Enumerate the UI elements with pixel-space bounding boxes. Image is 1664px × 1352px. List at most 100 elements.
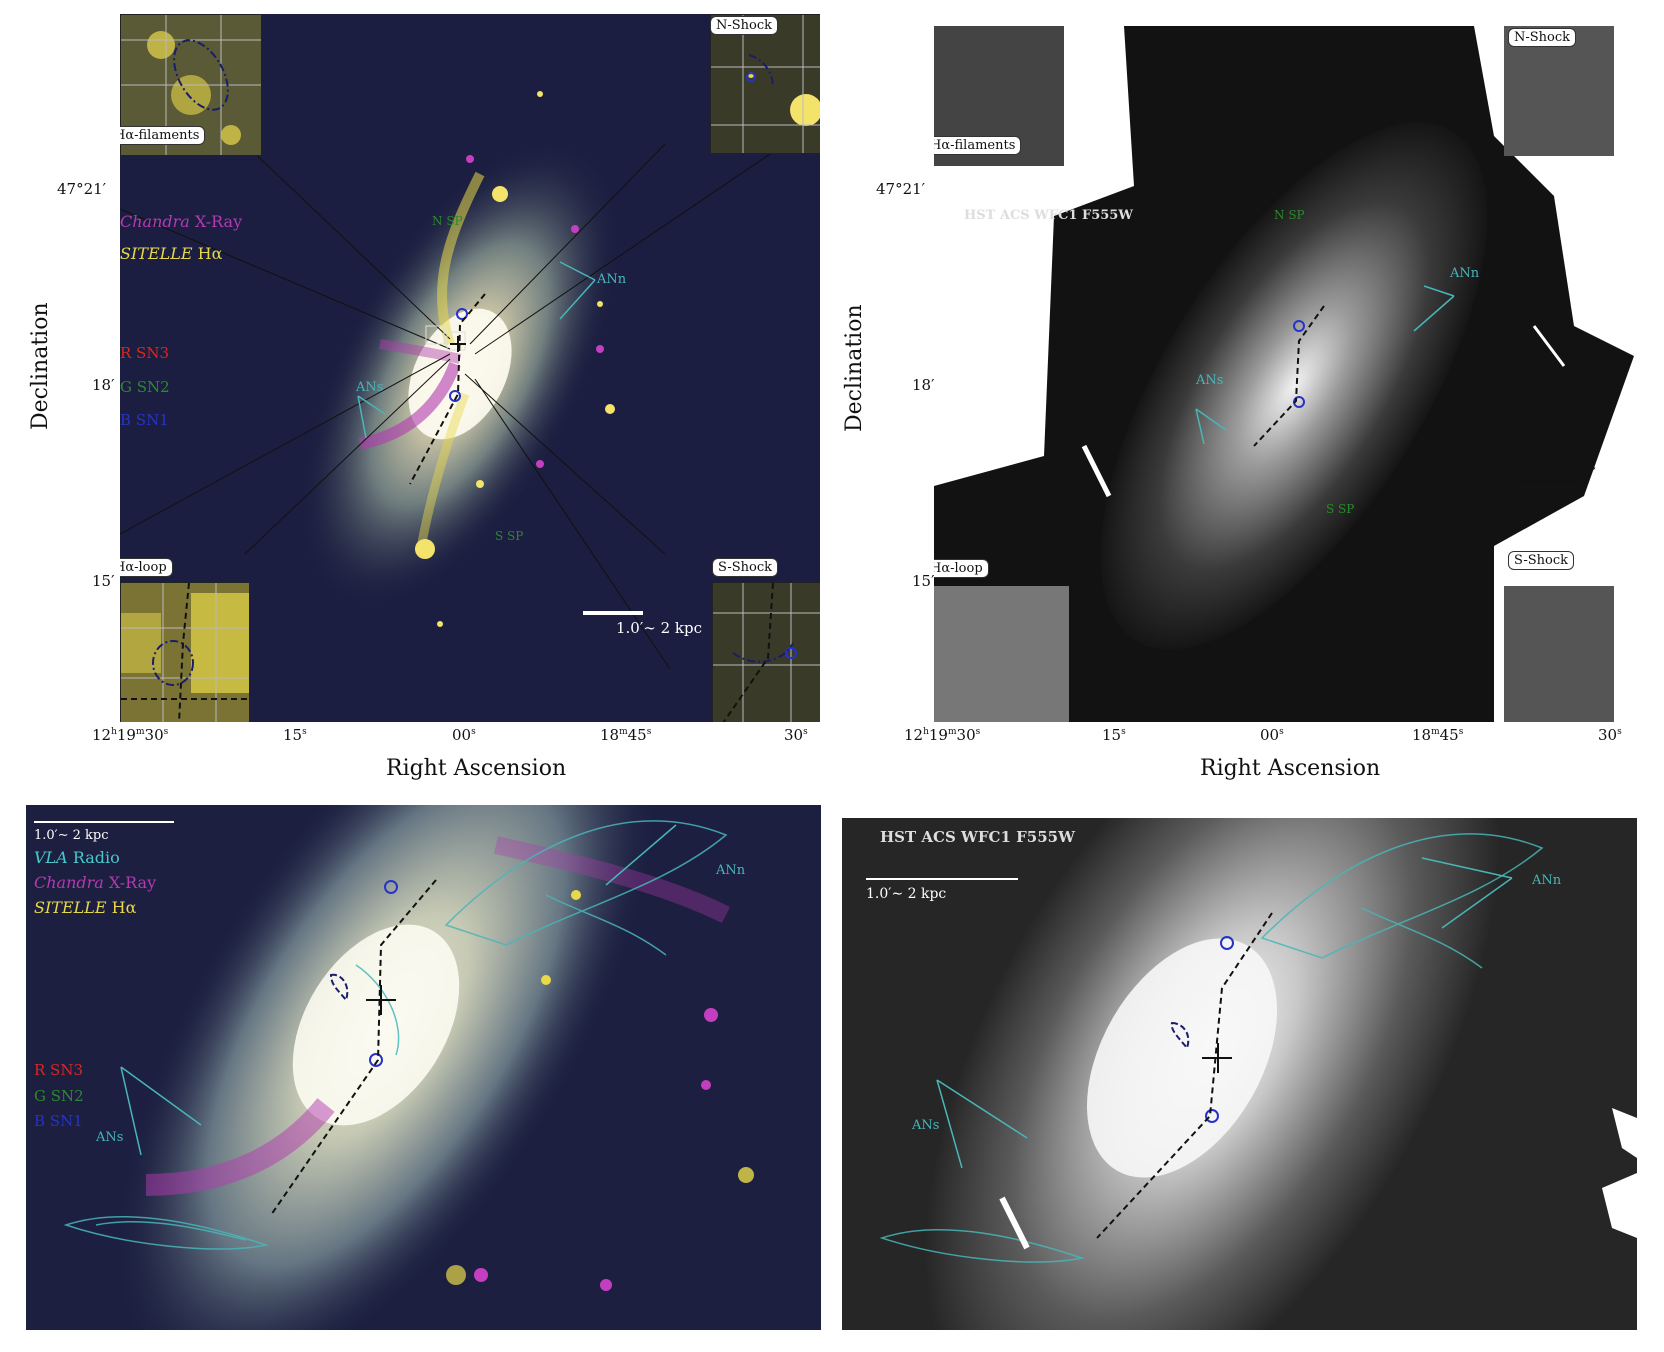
ra-tick-45-b: 18m45s — [1412, 726, 1463, 744]
legend-chandra-italic: Chandra — [34, 873, 104, 892]
ra-tick-00: 00s — [452, 726, 476, 744]
legend-chandra-rest: X-Ray — [189, 212, 243, 231]
label-ann: ANn — [597, 272, 627, 287]
inset-ha-filaments-label: Hα-filaments — [120, 126, 206, 145]
legend-g-c: G SN2 — [34, 1087, 84, 1105]
ra-tick-30-left-b: 12h19m30s — [904, 726, 980, 744]
scale-label: 1.0′∼ 2 kpc — [616, 619, 703, 637]
ra-tick-00-b: 00s — [1260, 726, 1284, 744]
legend-sitelle-italic: SITELLE — [120, 244, 193, 263]
dec-tick-21: 47°21′ — [57, 180, 107, 198]
dec-tick-18: 18′ — [92, 376, 115, 394]
ra-sec: 30 — [784, 726, 804, 744]
inset-s-shock — [712, 582, 820, 722]
label-nsp: N SP — [432, 214, 463, 228]
inset-n-shock — [710, 14, 820, 154]
legend-b-c: B SN1 — [34, 1112, 83, 1130]
ra-sec: 30 — [1598, 726, 1618, 744]
ra-min-unit: m — [947, 727, 957, 737]
ra-tick-15: 15s — [283, 726, 307, 744]
x-axis-label-b: Right Ascension — [1200, 756, 1381, 781]
inset-ha-loop-label-b: Hα-loop — [934, 559, 989, 578]
scale-label-d: 1.0′∼ 2 kpc — [866, 886, 947, 902]
color-image: Chandra X-Ray SITELLE Hα R SN3 G SN2 B S… — [120, 14, 820, 722]
label-ssp-b: S SP — [1326, 502, 1355, 516]
ra-hour: 12 — [904, 726, 924, 744]
legend-g: G SN2 — [120, 378, 170, 396]
label-ans-d: ANs — [912, 1118, 940, 1133]
ra-sec-unit: s — [1279, 727, 1284, 737]
ra-sec: 45 — [1439, 726, 1459, 744]
inset-ha-filaments-label-b: Hα-filaments — [934, 136, 1022, 155]
inset-s-shock-label-b: S-Shock — [1508, 551, 1575, 570]
ra-sec-unit: s — [1121, 727, 1126, 737]
ra-min: 18 — [1412, 726, 1432, 744]
ra-tick-45: 18m45s — [600, 726, 651, 744]
dec-tick-18-b: 18′ — [912, 376, 935, 394]
ra-sec: 45 — [627, 726, 647, 744]
legend-vla: VLA Radio — [34, 848, 120, 867]
legend-sitelle: SITELLE Hα — [120, 244, 222, 263]
scale-label-b: 1.0′∼ 2 kpc — [1510, 456, 1597, 474]
inset-s-shock-label: S-Shock — [712, 558, 779, 577]
ra-min: 19 — [928, 726, 948, 744]
panel-color-overview: Chandra X-Ray SITELLE Hα R SN3 G SN2 B S… — [0, 0, 830, 790]
ra-sec: 00 — [452, 726, 472, 744]
ra-tick-15-b: 15s — [1102, 726, 1126, 744]
legend-vla-italic: VLA — [34, 848, 68, 867]
y-axis-label: Declination — [28, 302, 53, 430]
y-axis-label-b: Declination — [842, 304, 867, 432]
dec-tick-15: 15′ — [92, 572, 115, 590]
ra-min-unit: m — [619, 727, 628, 737]
ra-sec: 15 — [283, 726, 303, 744]
ra-min-unit: m — [135, 727, 145, 737]
ra-hour-unit: h — [923, 727, 929, 737]
inset-ha-loop-label: Hα-loop — [120, 558, 173, 577]
ra-sec-unit: s — [1617, 727, 1622, 737]
legend-vla-rest: Radio — [67, 848, 120, 867]
hst-label-d: HST ACS WFC1 F555W — [880, 828, 1075, 846]
legend-chandra-rest: X-Ray — [103, 873, 157, 892]
dec-tick-21-b: 47°21′ — [876, 180, 926, 198]
label-ans-b: ANs — [1196, 373, 1224, 388]
ra-sec-unit: s — [1458, 727, 1464, 737]
legend-sitelle-c: SITELLE Hα — [34, 898, 136, 917]
label-nsp-b: N SP — [1274, 208, 1305, 222]
legend-chandra-italic: Chandra — [120, 212, 190, 231]
panel-hst-zoom: HST ACS WFC1 F555W 1.0′∼ 2 kpc ANs ANn — [842, 818, 1637, 1330]
ra-sec-unit: s — [975, 727, 981, 737]
x-axis-label: Right Ascension — [386, 756, 567, 781]
label-ssp: S SP — [495, 529, 524, 543]
ra-min: 19 — [116, 726, 136, 744]
ra-min-unit: m — [1431, 727, 1440, 737]
label-ann-d: ANn — [1532, 873, 1562, 888]
label-ann-c: ANn — [716, 863, 746, 878]
scale-label-c: 1.0′∼ 2 kpc — [34, 828, 109, 843]
legend-r: R SN3 — [120, 344, 170, 362]
ra-tick-30-right-b: 30s — [1598, 726, 1622, 744]
legend-sitelle-italic: SITELLE — [34, 898, 107, 917]
panel-color-zoom: 1.0′∼ 2 kpc VLA Radio Chandra X-Ray SITE… — [26, 805, 821, 1330]
legend-b: B SN1 — [120, 411, 169, 429]
ra-sec: 15 — [1102, 726, 1122, 744]
ra-sec-unit: s — [163, 727, 169, 737]
panel-hst-overview: HST ACS WFC1 F555W N SP S SP ANn ANs 1.0… — [830, 0, 1664, 790]
inset-n-shock-label: N-Shock — [710, 16, 779, 35]
ra-sec-unit: s — [803, 727, 808, 737]
ra-tick-30-right: 30s — [784, 726, 808, 744]
dec-tick-15-b: 15′ — [912, 572, 935, 590]
hst-image: HST ACS WFC1 F555W N SP S SP ANn ANs 1.0… — [934, 26, 1638, 722]
ra-sec-unit: s — [471, 727, 476, 737]
legend-r-c: R SN3 — [34, 1061, 84, 1079]
legend-sitelle-rest: Hα — [192, 244, 223, 263]
legend-chandra: Chandra X-Ray — [120, 212, 242, 231]
inset-ha-loop — [120, 582, 250, 722]
legend-chandra-c: Chandra X-Ray — [34, 873, 156, 892]
ra-min: 18 — [600, 726, 620, 744]
inset-n-shock-label-b: N-Shock — [1508, 28, 1577, 47]
ra-sec: 00 — [1260, 726, 1280, 744]
ra-sec-unit: s — [646, 727, 652, 737]
ra-sec: 30 — [956, 726, 976, 744]
legend-sitelle-rest: Hα — [106, 898, 137, 917]
ra-sec-unit: s — [302, 727, 307, 737]
